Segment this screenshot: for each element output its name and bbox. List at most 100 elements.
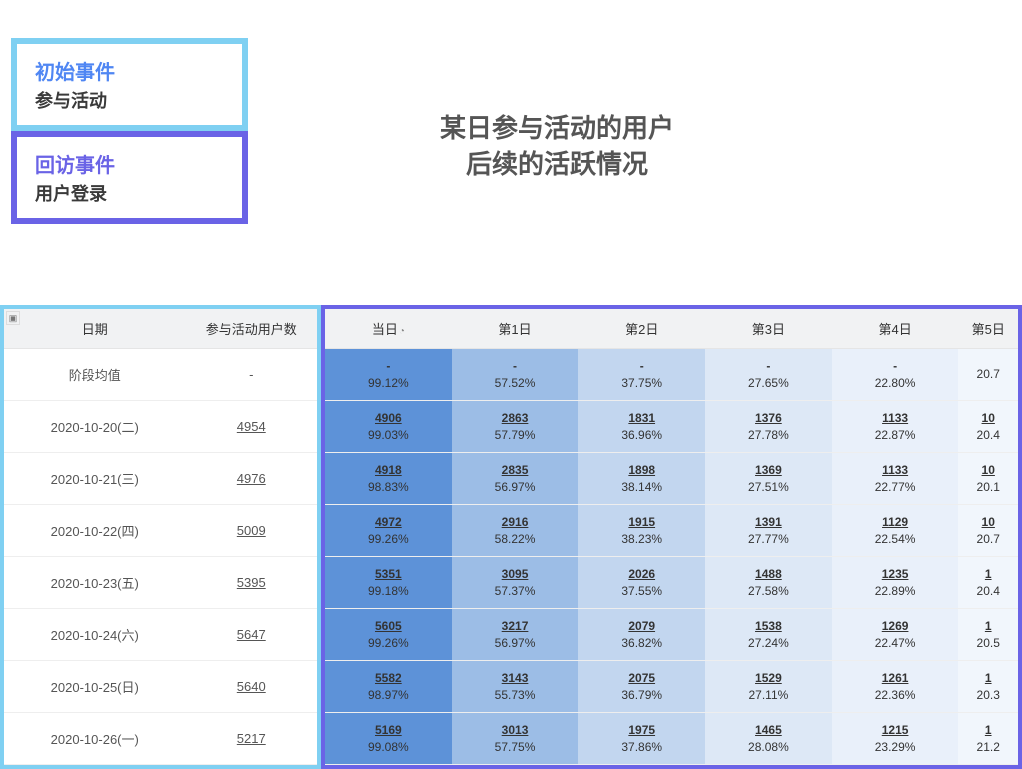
retention-cell[interactable]: 1020.7: [958, 505, 1018, 557]
retention-col-header[interactable]: 第1日: [452, 309, 579, 349]
retention-cell[interactable]: 202637.55%: [578, 557, 705, 609]
retention-cell[interactable]: 136927.51%: [705, 453, 832, 505]
table-row: 2020-10-24(六)5647: [4, 609, 317, 661]
initial-event-card[interactable]: 初始事件 参与活动: [11, 38, 248, 131]
retention-cell[interactable]: 113322.77%: [832, 453, 959, 505]
table-row: 阶段均值-: [4, 349, 317, 401]
retention-cell[interactable]: 183136.96%: [578, 401, 705, 453]
retention-count: 2026: [582, 566, 701, 582]
retention-count: 1235: [836, 566, 955, 582]
retention-count: 2079: [582, 618, 701, 634]
usercount-cell[interactable]: 5647: [186, 609, 317, 661]
retention-count: 5605: [329, 618, 448, 634]
retention-cell[interactable]: 1020.1: [958, 453, 1018, 505]
retention-count: 1129: [836, 514, 955, 530]
retention-cell[interactable]: 207936.82%: [578, 609, 705, 661]
retention-cell[interactable]: 314355.73%: [452, 661, 579, 713]
retention-row: 490699.03%286357.79%183136.96%137627.78%…: [325, 401, 1018, 453]
table-row: 2020-10-21(三)4976: [4, 453, 317, 505]
expand-icon[interactable]: ▣: [6, 311, 20, 325]
retention-cell[interactable]: 291658.22%: [452, 505, 579, 557]
retention-col-header[interactable]: 第5日: [958, 309, 1018, 349]
retention-cell[interactable]: 137627.78%: [705, 401, 832, 453]
retention-cell[interactable]: 286357.79%: [452, 401, 579, 453]
retention-row: 497299.26%291658.22%191538.23%139127.77%…: [325, 505, 1018, 557]
usercount-cell[interactable]: 5217: [186, 713, 317, 765]
retention-table: 当日◔第1日第2日第3日第4日第5日 -99.12%-57.52%-37.75%…: [325, 309, 1018, 765]
retention-cell[interactable]: 126122.36%: [832, 661, 959, 713]
date-cell: 2020-10-25(日): [4, 661, 186, 713]
event-cards: 初始事件 参与活动 回访事件 用户登录: [11, 38, 248, 224]
retention-count: 1898: [582, 462, 701, 478]
retention-cell[interactable]: 121.2: [958, 713, 1018, 765]
retention-col-header[interactable]: 第2日: [578, 309, 705, 349]
retention-cell[interactable]: 120.5: [958, 609, 1018, 661]
retention-col-header[interactable]: 当日◔: [325, 309, 452, 349]
retention-cell[interactable]: 491898.83%: [325, 453, 452, 505]
retention-count: 1831: [582, 410, 701, 426]
retention-count: -: [329, 358, 448, 374]
retention-cell[interactable]: 120.4: [958, 557, 1018, 609]
retention-pct: 20.3: [962, 687, 1014, 703]
retention-count: 1133: [836, 410, 955, 426]
retention-col-header[interactable]: 第3日: [705, 309, 832, 349]
retention-cell: 20.7: [958, 349, 1018, 401]
retention-pct: 22.89%: [836, 583, 955, 599]
date-cell: 2020-10-24(六): [4, 609, 186, 661]
retention-cell[interactable]: 152927.11%: [705, 661, 832, 713]
retention-cell[interactable]: 516999.08%: [325, 713, 452, 765]
retention-cell[interactable]: 139127.77%: [705, 505, 832, 557]
return-event-title: 回访事件: [35, 149, 224, 178]
retention-cell[interactable]: 191538.23%: [578, 505, 705, 557]
retention-pct: 55.73%: [456, 687, 575, 703]
retention-cell[interactable]: 121523.29%: [832, 713, 959, 765]
table-row: 2020-10-20(二)4954: [4, 401, 317, 453]
col-header-date[interactable]: 日期: [4, 309, 186, 349]
retention-cell[interactable]: 126922.47%: [832, 609, 959, 661]
retention-pct: 20.4: [962, 427, 1014, 443]
date-cell: 2020-10-22(四): [4, 505, 186, 557]
retention-pct: 36.82%: [582, 635, 701, 651]
retention-pct: 99.26%: [329, 635, 448, 651]
retention-count: 4918: [329, 462, 448, 478]
heading-line1: 某日参与活动的用户: [440, 110, 674, 146]
retention-cell[interactable]: 146528.08%: [705, 713, 832, 765]
retention-cell[interactable]: 321756.97%: [452, 609, 579, 661]
retention-cell[interactable]: 560599.26%: [325, 609, 452, 661]
retention-count: 2916: [456, 514, 575, 530]
retention-pct: 98.97%: [329, 687, 448, 703]
retention-cell[interactable]: 301357.75%: [452, 713, 579, 765]
retention-cell[interactable]: 189838.14%: [578, 453, 705, 505]
retention-pct: 99.18%: [329, 583, 448, 599]
retention-cell[interactable]: 113322.87%: [832, 401, 959, 453]
usercount-cell[interactable]: 5395: [186, 557, 317, 609]
usercount-cell[interactable]: 4954: [186, 401, 317, 453]
retention-count: 1369: [709, 462, 828, 478]
retention-cell[interactable]: 490699.03%: [325, 401, 452, 453]
retention-pct: 38.14%: [582, 479, 701, 495]
retention-cell[interactable]: 197537.86%: [578, 713, 705, 765]
return-event-card[interactable]: 回访事件 用户登录: [11, 131, 248, 224]
retention-cell[interactable]: 153827.24%: [705, 609, 832, 661]
retention-cell[interactable]: 497299.26%: [325, 505, 452, 557]
retention-cell[interactable]: 112922.54%: [832, 505, 959, 557]
retention-col-header[interactable]: 第4日: [832, 309, 959, 349]
retention-count: -: [582, 358, 701, 374]
col-header-usercount[interactable]: 参与活动用户数: [186, 309, 317, 349]
retention-cell[interactable]: 283556.97%: [452, 453, 579, 505]
retention-cell[interactable]: 558298.97%: [325, 661, 452, 713]
retention-count: -: [836, 358, 955, 374]
retention-count: 1215: [836, 722, 955, 738]
retention-cell: -37.75%: [578, 349, 705, 401]
usercount-cell[interactable]: 4976: [186, 453, 317, 505]
retention-cell[interactable]: 148827.58%: [705, 557, 832, 609]
retention-cell[interactable]: 120.3: [958, 661, 1018, 713]
retention-cell[interactable]: 207536.79%: [578, 661, 705, 713]
retention-cell[interactable]: 535199.18%: [325, 557, 452, 609]
retention-count: 1261: [836, 670, 955, 686]
retention-cell[interactable]: 1020.4: [958, 401, 1018, 453]
retention-cell[interactable]: 123522.89%: [832, 557, 959, 609]
retention-cell[interactable]: 309557.37%: [452, 557, 579, 609]
usercount-cell[interactable]: 5640: [186, 661, 317, 713]
usercount-cell[interactable]: 5009: [186, 505, 317, 557]
